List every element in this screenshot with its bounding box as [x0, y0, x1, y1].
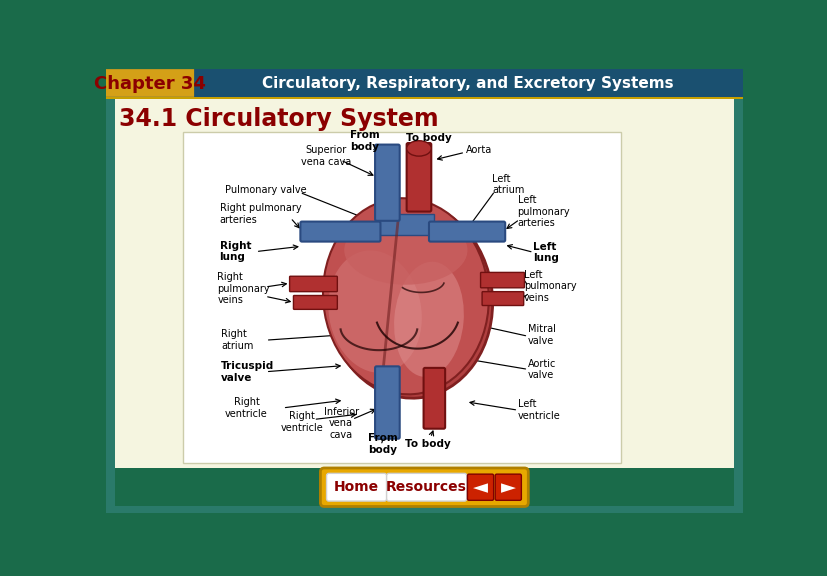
FancyBboxPatch shape: [182, 132, 621, 463]
FancyBboxPatch shape: [495, 474, 521, 501]
Text: Right
atrium: Right atrium: [221, 329, 253, 351]
Text: Right
lung: Right lung: [219, 241, 251, 263]
Text: Superior
vena cava: Superior vena cava: [300, 145, 351, 167]
FancyBboxPatch shape: [105, 506, 743, 513]
Text: Pulmonary valve: Pulmonary valve: [225, 185, 306, 195]
FancyBboxPatch shape: [375, 145, 399, 221]
FancyBboxPatch shape: [115, 468, 733, 506]
FancyBboxPatch shape: [105, 98, 115, 513]
FancyBboxPatch shape: [386, 473, 466, 501]
Text: Aortic
valve: Aortic valve: [527, 359, 555, 380]
Text: Right
ventricle: Right ventricle: [280, 411, 323, 433]
Ellipse shape: [327, 202, 492, 398]
FancyBboxPatch shape: [375, 366, 399, 439]
Text: Mitral
valve: Mitral valve: [527, 324, 555, 346]
Text: Home: Home: [333, 480, 379, 494]
FancyBboxPatch shape: [115, 98, 733, 506]
FancyBboxPatch shape: [428, 222, 504, 241]
Ellipse shape: [328, 251, 421, 373]
Text: 34.1 Circulatory System: 34.1 Circulatory System: [119, 107, 438, 131]
FancyBboxPatch shape: [467, 474, 493, 501]
Text: Circulatory, Respiratory, and Excretory Systems: Circulatory, Respiratory, and Excretory …: [261, 76, 672, 91]
FancyBboxPatch shape: [105, 69, 743, 98]
Text: Aorta: Aorta: [466, 145, 491, 155]
FancyBboxPatch shape: [423, 368, 445, 429]
FancyBboxPatch shape: [481, 291, 523, 305]
Text: Left
pulmonary
arteries: Left pulmonary arteries: [517, 195, 570, 228]
FancyBboxPatch shape: [105, 69, 194, 97]
FancyBboxPatch shape: [320, 468, 528, 506]
Text: Inferior
vena
cava: Inferior vena cava: [323, 407, 358, 440]
Text: Right
ventricle: Right ventricle: [225, 397, 267, 419]
Text: To body: To body: [404, 439, 450, 449]
Ellipse shape: [406, 141, 431, 156]
Ellipse shape: [394, 262, 463, 377]
FancyBboxPatch shape: [376, 214, 434, 236]
Text: Chapter 34: Chapter 34: [93, 75, 205, 93]
FancyBboxPatch shape: [289, 276, 337, 291]
FancyBboxPatch shape: [406, 143, 431, 211]
FancyBboxPatch shape: [105, 97, 743, 99]
Text: Resources: Resources: [385, 480, 466, 494]
Text: ◄: ◄: [472, 478, 487, 497]
Ellipse shape: [344, 215, 467, 285]
FancyBboxPatch shape: [326, 473, 386, 501]
Text: Left
atrium: Left atrium: [491, 174, 523, 195]
Text: Right
pulmonary
veins: Right pulmonary veins: [217, 272, 270, 305]
Text: Left
ventricle: Left ventricle: [517, 399, 560, 421]
Text: Tricuspid
valve: Tricuspid valve: [221, 361, 274, 382]
Ellipse shape: [323, 198, 488, 395]
Text: To body: To body: [405, 134, 451, 143]
FancyBboxPatch shape: [293, 295, 337, 309]
Text: Left
pulmonary
veins: Left pulmonary veins: [523, 270, 576, 303]
Text: Left
lung: Left lung: [533, 241, 558, 263]
Text: From
body: From body: [367, 433, 397, 455]
Text: From
body: From body: [350, 130, 380, 151]
FancyBboxPatch shape: [300, 222, 380, 241]
Text: ►: ►: [500, 478, 515, 497]
FancyBboxPatch shape: [733, 98, 743, 513]
Text: Right pulmonary
arteries: Right pulmonary arteries: [219, 203, 301, 225]
FancyBboxPatch shape: [480, 272, 523, 288]
